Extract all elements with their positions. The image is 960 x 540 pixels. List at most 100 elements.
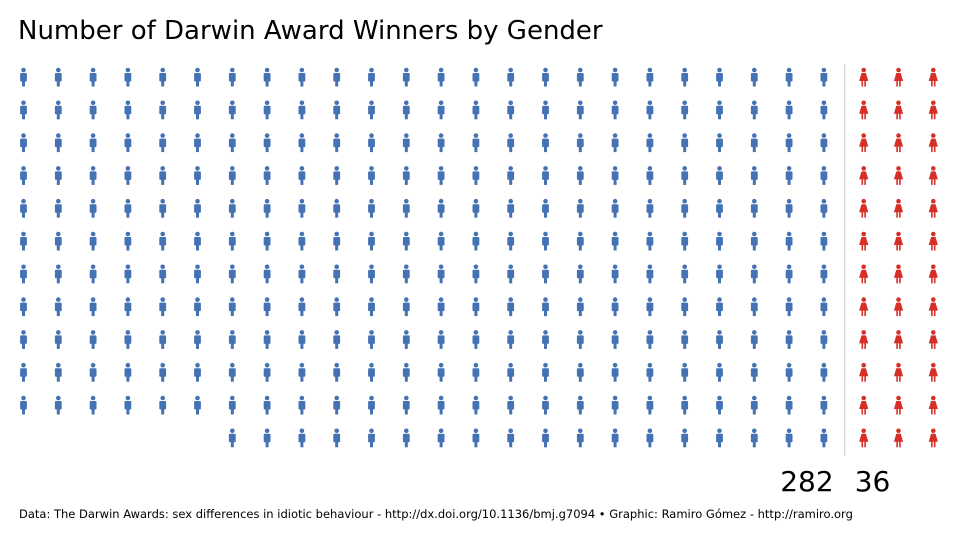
male-person-icon	[472, 67, 480, 87]
male-person-icon	[716, 100, 723, 120]
male-person-icon	[159, 231, 167, 251]
male-person-icon	[646, 198, 654, 218]
male-person-icon	[646, 428, 654, 448]
male-person-icon	[263, 264, 271, 284]
male-person-icon	[507, 264, 515, 284]
female-icon-group	[859, 67, 938, 448]
male-person-icon	[681, 133, 689, 153]
female-person-icon	[859, 198, 869, 218]
male-person-icon	[194, 166, 201, 185]
female-person-icon	[893, 330, 904, 349]
male-person-icon	[681, 67, 689, 87]
male-person-icon	[194, 198, 201, 218]
male-person-icon	[20, 362, 27, 382]
female-person-icon	[893, 362, 904, 382]
male-person-icon	[681, 198, 689, 218]
male-person-icon	[89, 198, 97, 218]
male-person-icon	[159, 362, 167, 382]
female-person-icon	[893, 428, 904, 448]
male-person-icon	[576, 67, 584, 87]
male-person-icon	[785, 166, 793, 185]
male-person-icon	[333, 100, 341, 120]
male-person-icon	[681, 100, 689, 120]
male-person-icon	[228, 166, 236, 185]
male-person-icon	[20, 133, 27, 153]
male-person-icon	[542, 67, 549, 87]
female-person-icon	[928, 428, 938, 448]
male-person-icon	[576, 395, 584, 415]
male-person-icon	[542, 100, 549, 120]
female-person-icon	[928, 133, 938, 153]
male-person-icon	[333, 428, 341, 448]
female-person-icon	[859, 133, 869, 153]
male-person-icon	[472, 231, 480, 251]
male-person-icon	[611, 100, 619, 120]
male-person-icon	[194, 67, 201, 87]
male-person-icon	[298, 133, 306, 153]
male-person-icon	[263, 428, 271, 448]
male-person-icon	[820, 428, 828, 448]
male-person-icon	[646, 166, 654, 185]
male-person-icon	[263, 100, 271, 120]
male-person-icon	[20, 100, 27, 120]
female-person-icon	[893, 166, 904, 185]
male-person-icon	[402, 330, 410, 349]
male-person-icon	[750, 133, 758, 153]
male-person-icon	[646, 133, 654, 153]
male-person-icon	[716, 133, 723, 153]
male-person-icon	[716, 362, 723, 382]
male-person-icon	[333, 297, 341, 317]
male-person-icon	[124, 264, 132, 284]
male-person-icon	[681, 231, 689, 251]
male-person-icon	[194, 264, 201, 284]
male-person-icon	[89, 231, 97, 251]
male-person-icon	[263, 330, 271, 349]
male-person-icon	[89, 297, 97, 317]
male-person-icon	[576, 133, 584, 153]
female-person-icon	[893, 231, 904, 251]
male-person-icon	[402, 133, 410, 153]
male-person-icon	[681, 264, 689, 284]
male-person-icon	[820, 198, 828, 218]
male-person-icon	[785, 198, 793, 218]
male-person-icon	[507, 231, 515, 251]
female-person-icon	[928, 231, 938, 251]
male-person-icon	[750, 67, 758, 87]
male-person-icon	[54, 395, 62, 415]
male-person-icon	[159, 67, 167, 87]
male-person-icon	[820, 395, 828, 415]
male-person-icon	[194, 231, 201, 251]
chart-title: Number of Darwin Award Winners by Gender	[18, 16, 603, 46]
male-person-icon	[437, 395, 445, 415]
male-person-icon	[54, 166, 62, 185]
male-person-icon	[507, 297, 515, 317]
male-person-icon	[333, 231, 341, 251]
male-person-icon	[194, 100, 201, 120]
male-person-icon	[437, 198, 445, 218]
male-person-icon	[437, 264, 445, 284]
male-person-icon	[298, 166, 306, 185]
male-person-icon	[611, 362, 619, 382]
male-person-icon	[507, 362, 515, 382]
male-person-icon	[576, 428, 584, 448]
male-person-icon	[54, 198, 62, 218]
male-person-icon	[472, 100, 480, 120]
male-person-icon	[263, 395, 271, 415]
male-person-icon	[472, 133, 480, 153]
male-person-icon	[333, 198, 341, 218]
female-person-icon	[859, 297, 869, 317]
female-person-icon	[859, 264, 869, 284]
male-person-icon	[263, 231, 271, 251]
female-person-icon	[928, 362, 938, 382]
male-person-icon	[646, 231, 654, 251]
male-person-icon	[194, 297, 201, 317]
male-person-icon	[368, 264, 375, 284]
male-person-icon	[437, 297, 445, 317]
male-person-icon	[750, 264, 758, 284]
source-footer: Data: The Darwin Awards: sex differences…	[19, 507, 853, 521]
male-person-icon	[576, 330, 584, 349]
male-person-icon	[785, 100, 793, 120]
male-person-icon	[263, 198, 271, 218]
male-person-icon	[89, 166, 97, 185]
male-person-icon	[472, 330, 480, 349]
